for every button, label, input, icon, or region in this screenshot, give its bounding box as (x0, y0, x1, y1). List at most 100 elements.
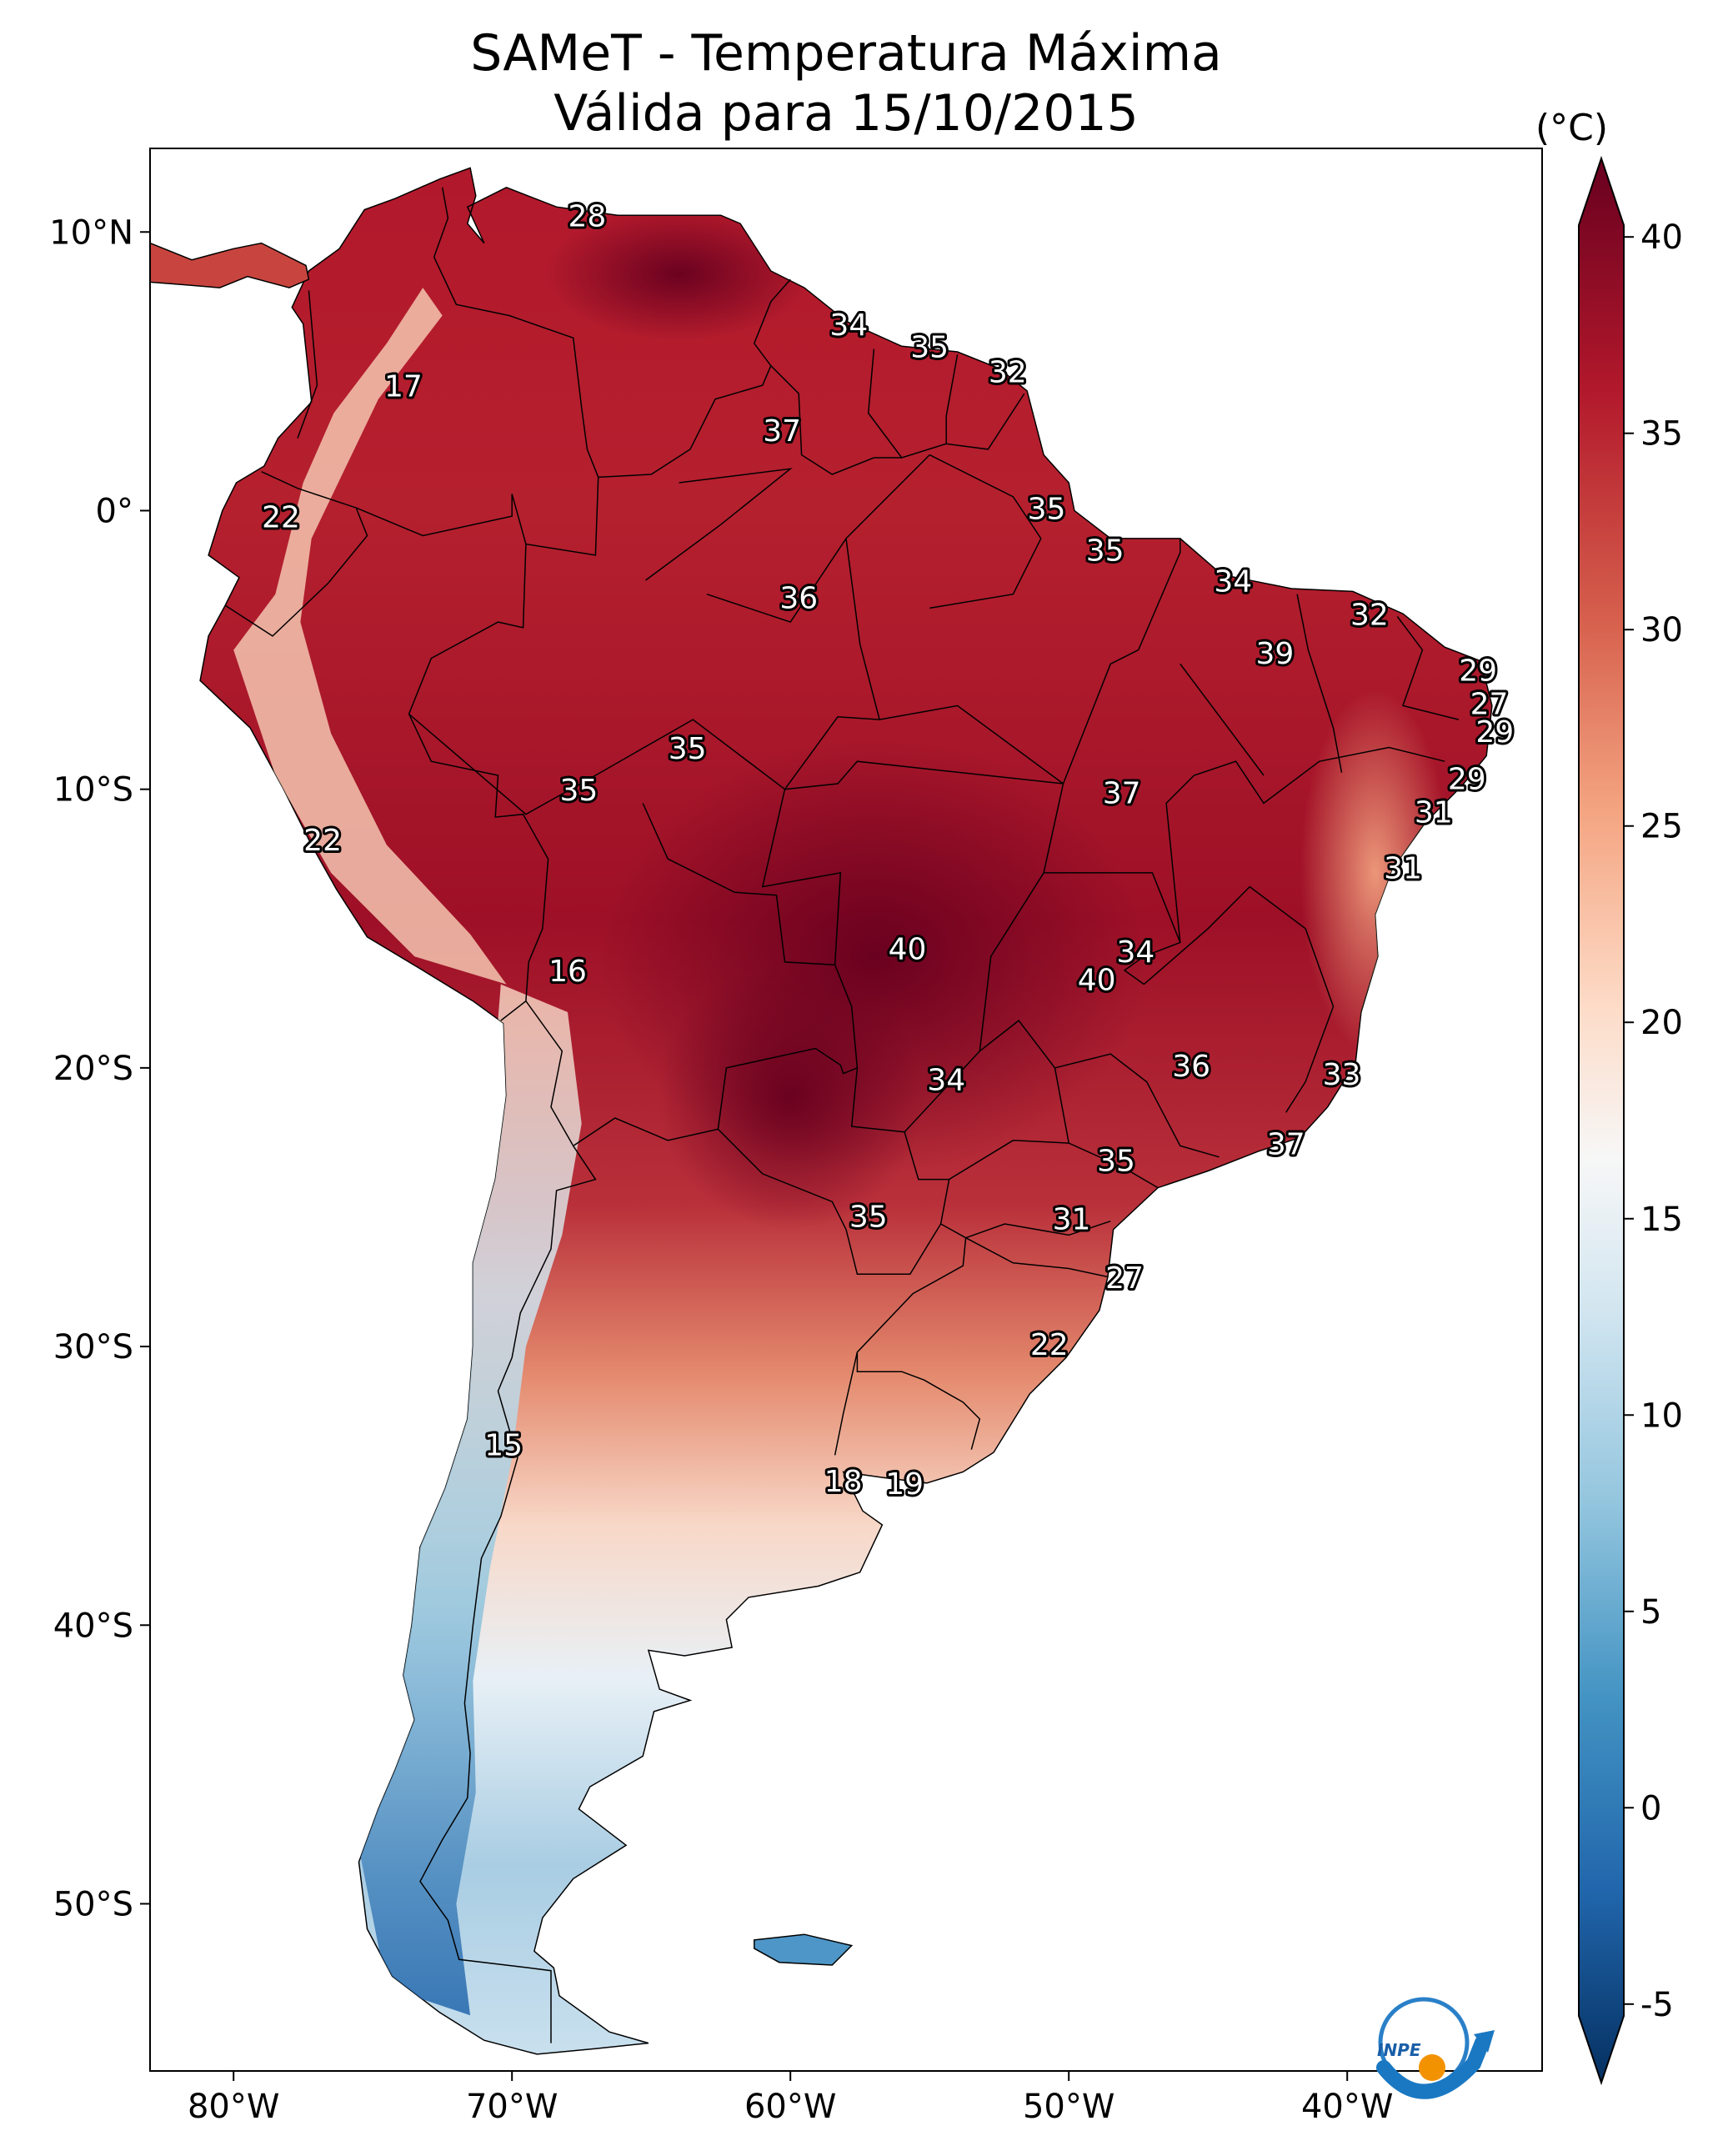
colorbar-tick-label: 30 (1640, 611, 1683, 649)
hot-region-center (657, 962, 924, 1230)
temperature-label: 29 (1475, 715, 1514, 750)
border-line (224, 471, 368, 637)
temperature-label: 37 (1103, 776, 1141, 810)
temperature-label: 17 (384, 369, 423, 404)
temperature-label: 28 (568, 200, 606, 234)
colorbar-unit-label: (°C) (1535, 107, 1609, 149)
lat-tick-label: 20°S (53, 1050, 133, 1088)
colorbar-tick-label: -5 (1640, 1986, 1674, 2024)
temperature-label: 31 (1053, 1203, 1091, 1237)
latitude-axis: 10°N 0° 10°S 20°S 30°S 40°S 50°S (49, 213, 150, 1923)
lat-tick-label: 40°S (53, 1607, 133, 1645)
hot-region-north (545, 207, 813, 341)
temperature-label: 39 (1255, 637, 1294, 671)
border-line (979, 649, 1139, 1051)
temperature-label: 18 (824, 1465, 863, 1499)
logo-arrow-head (1474, 2030, 1495, 2053)
border-line (419, 1145, 597, 2043)
temperature-label: 22 (1030, 1328, 1069, 1362)
border-line (856, 1223, 981, 1450)
temperature-label: 35 (559, 774, 598, 808)
border-line (355, 494, 527, 544)
temperature-label: 37 (1267, 1127, 1305, 1161)
temperature-label: 33 (1323, 1058, 1361, 1092)
map-title: SAMeT - Temperatura Máxima Válida para 1… (150, 23, 1542, 143)
temperature-label: 29 (1448, 763, 1486, 797)
colorbar-tick-label: 35 (1640, 415, 1683, 454)
colorbar-tick-label: 10 (1640, 1396, 1683, 1435)
temperature-label: 35 (669, 732, 707, 766)
map-frame (149, 148, 1543, 2072)
lon-tick-label: 80°W (188, 2088, 279, 2126)
colorbar-tick-label: 25 (1640, 808, 1683, 846)
border-line (642, 803, 859, 1130)
temperature-label: 31 (1415, 796, 1453, 830)
border-line (845, 454, 1064, 785)
longitude-axis: 80°W 70°W 60°W 50°W 40°W (188, 2071, 1393, 2126)
temperature-label: 35 (1028, 492, 1066, 526)
border-line (784, 716, 880, 790)
lon-tick-label: 60°W (744, 2088, 836, 2126)
temperature-label: 35 (849, 1200, 888, 1234)
border-line (1044, 872, 1181, 985)
border-line (945, 354, 959, 444)
border-line (408, 713, 785, 815)
border-line (1180, 663, 1265, 776)
temperature-label: 34 (1214, 564, 1252, 599)
andes-north-band (233, 288, 507, 985)
temperature-label: 34 (927, 1064, 965, 1098)
border-line (1143, 885, 1335, 1113)
temperature-label: 34 (829, 308, 868, 343)
colorbar-tick-label: 40 (1640, 218, 1683, 257)
lon-tick-label: 50°W (1023, 2088, 1114, 2126)
border-line (834, 1351, 859, 1456)
temperature-label: 35 (1086, 534, 1124, 569)
title-line-1: SAMeT - Temperatura Máxima (470, 24, 1222, 83)
border-line (770, 365, 1025, 475)
border-line (645, 468, 793, 581)
temperature-label: 22 (262, 500, 300, 534)
border-line (408, 477, 599, 860)
temperature-label: 35 (1097, 1144, 1135, 1178)
border-line (706, 538, 847, 623)
border-line (598, 278, 791, 479)
country-borders (224, 187, 1459, 2043)
colorbar-tick-label: 5 (1640, 1593, 1661, 1632)
temperature-label: 22 (303, 824, 342, 858)
colorbar: -5 0 5 10 15 20 25 30 35 40 (1578, 155, 1683, 2086)
border-line (929, 454, 1042, 609)
border-line (1138, 538, 1181, 650)
lat-tick-label: 10°N (49, 213, 133, 252)
falkland-islands (754, 1933, 854, 1966)
colorbar-tick-label: 15 (1640, 1201, 1683, 1239)
logo-swoosh (1376, 2035, 1490, 2099)
border-line (500, 859, 549, 1021)
temperature-label: 27 (1105, 1261, 1144, 1296)
temperature-label: 36 (1172, 1050, 1210, 1084)
andes-cold-band (358, 984, 582, 2016)
temperature-label: 19 (885, 1467, 924, 1502)
border-line (297, 290, 318, 439)
lat-tick-label: 50°S (53, 1885, 133, 1923)
border-line (965, 1220, 1111, 1239)
temperature-label: 29 (1459, 654, 1497, 688)
border-line (1054, 1053, 1220, 1158)
border-line (1165, 746, 1445, 943)
lon-tick-label: 40°W (1301, 2088, 1393, 2126)
colorbar-ticks: -5 0 5 10 15 20 25 30 35 40 (1624, 218, 1683, 2024)
border-line (1296, 594, 1343, 773)
temperature-label: 35 (910, 331, 949, 365)
temperature-label: 32 (1350, 598, 1389, 632)
colorbar-tick-label: 0 (1640, 1789, 1661, 1828)
central-america-strip (150, 242, 310, 288)
border-line (867, 348, 903, 459)
temperature-label: 32 (989, 356, 1027, 390)
temperature-label: 40 (1078, 963, 1116, 997)
temperature-label: 40 (889, 933, 927, 967)
colorbar-tick-label: 20 (1640, 1004, 1683, 1042)
temperature-label: 16 (548, 955, 587, 989)
temperature-label: 15 (484, 1428, 523, 1462)
lat-tick-label: 10°S (53, 771, 133, 810)
logo-orange-dot (1419, 2054, 1445, 2081)
border-line (904, 1020, 1056, 1133)
